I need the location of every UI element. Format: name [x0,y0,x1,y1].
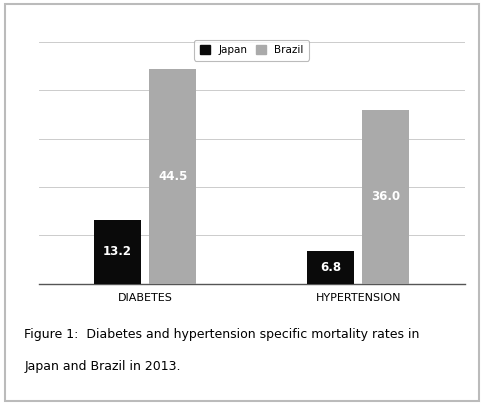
Text: 6.8: 6.8 [320,260,341,274]
Bar [94,220,141,284]
Text: 44.5: 44.5 [158,170,188,183]
Text: Japan and Brazil in 2013.: Japan and Brazil in 2013. [24,360,181,373]
Legend: Japan, Brazil: Japan, Brazil [195,40,309,60]
Text: 13.2: 13.2 [103,245,132,258]
Bar [307,251,354,284]
Bar [150,68,197,284]
Text: 36.0: 36.0 [371,190,400,203]
Bar [363,110,409,284]
Text: Figure 1:  Diabetes and hypertension specific mortality rates in: Figure 1: Diabetes and hypertension spec… [24,328,420,341]
